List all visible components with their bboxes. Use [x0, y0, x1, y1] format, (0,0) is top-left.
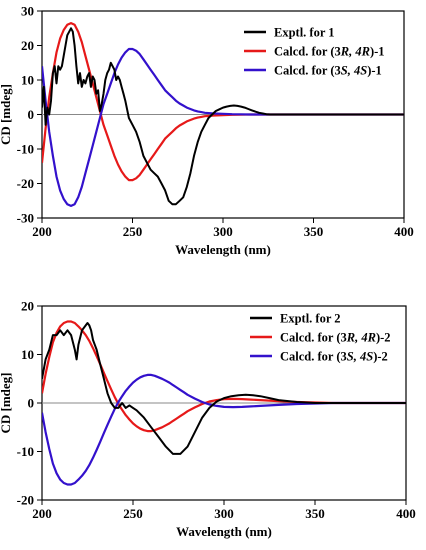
legend-entry-1: Exptl. for 2: [280, 312, 341, 326]
chart-panel-2: 200 250 300 350 400 20 10 0 -10 -20 Wavelength (nm…: [0, 299, 416, 540]
x-tick-label: 400: [394, 224, 414, 239]
x-tick-label: 250: [123, 506, 143, 521]
legend-text: Calcd. for (3: [280, 350, 347, 364]
legend-entry-3: Calcd. for (3S, 4S)-1: [274, 64, 382, 78]
series-line-3: [42, 373, 406, 486]
legend-text: Calcd. for (3: [274, 64, 341, 78]
y-tick-label: -10: [17, 142, 34, 157]
legend-entry-1: Exptl. for 1: [274, 26, 335, 40]
y-axis-label: CD [mdeg]: [0, 372, 13, 433]
y-tick-label: -10: [17, 444, 34, 459]
x-tick-label: 250: [123, 224, 143, 239]
series-line-3: [42, 47, 404, 207]
chart-panel-1: 200 250 300 350 400 30 20 10 0 -10 -20 -30 Wavelengt…: [0, 4, 414, 258]
legend-text: Exptl. for 2: [280, 312, 341, 326]
legend-text: )-1: [367, 64, 382, 78]
series-line-1: [42, 322, 406, 455]
x-tick-label: 400: [396, 506, 416, 521]
y-tick-label: -30: [17, 211, 34, 226]
y-tick-label: -20: [17, 493, 34, 508]
legend-text-italic: S, 4S: [347, 350, 373, 364]
x-tick-label: 200: [32, 506, 52, 521]
y-tick-label: 0: [28, 396, 35, 411]
legend-entry-2: Calcd. for (3R, 4R)-2: [280, 331, 391, 345]
legend-text: Calcd. for (3: [280, 331, 347, 345]
legend-text: )-2: [373, 350, 388, 364]
y-axis-label: CD [mdeg]: [0, 84, 13, 145]
legend-text: Exptl. for 1: [274, 26, 335, 40]
x-axis-label: Wavelength (nm): [175, 242, 271, 257]
x-tick-label: 350: [305, 506, 325, 521]
legend-text-italic: R, 4R: [346, 331, 376, 345]
x-tick-label: 350: [304, 224, 324, 239]
series-line-2: [42, 320, 406, 433]
legend-entry-3: Calcd. for (3S, 4S)-2: [280, 350, 388, 364]
y-tick-label: 10: [21, 347, 34, 362]
legend-text: Calcd. for (3: [274, 45, 341, 59]
y-tick-label: 0: [28, 107, 35, 122]
y-tick-label: -20: [17, 176, 34, 191]
x-tick-label: 300: [213, 224, 233, 239]
x-tick-label: 200: [32, 224, 52, 239]
legend-text: )-1: [370, 45, 385, 59]
y-tick-label: 20: [21, 299, 34, 314]
series-line-1: [42, 27, 404, 206]
legend-text-italic: S, 4S: [341, 64, 367, 78]
legend-entry-2: Calcd. for (3R, 4R)-1: [274, 45, 385, 59]
y-tick-label: 10: [21, 73, 34, 88]
legend-text-italic: R, 4R: [340, 45, 370, 59]
legend-text: )-2: [376, 331, 391, 345]
x-tick-label: 300: [214, 506, 234, 521]
y-tick-label: 20: [21, 38, 34, 53]
x-axis-label: Wavelength (nm): [176, 524, 272, 539]
y-tick-label: 30: [21, 4, 34, 19]
